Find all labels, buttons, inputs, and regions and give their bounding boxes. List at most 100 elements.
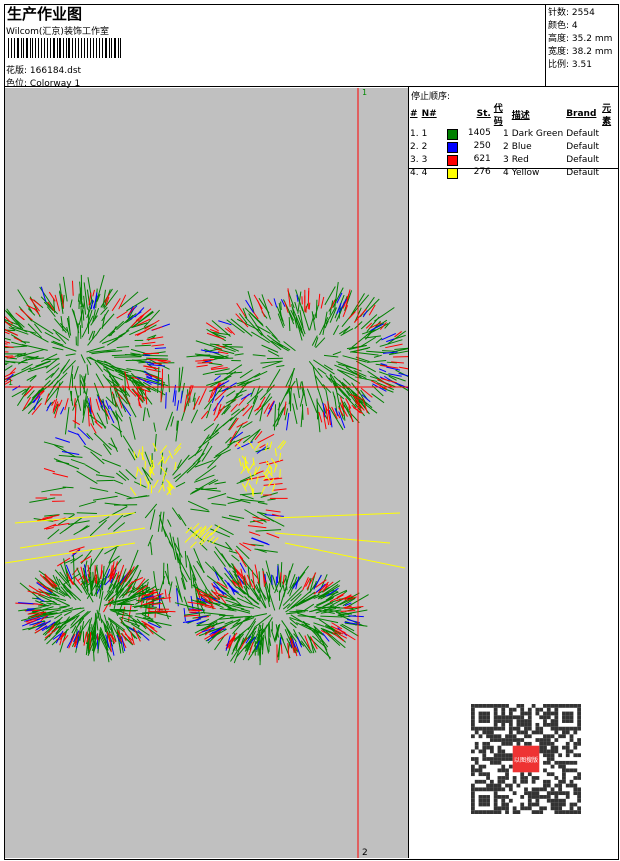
stitch xyxy=(98,635,113,661)
barcode-bar xyxy=(87,38,88,58)
stitch xyxy=(102,400,106,409)
stitch xyxy=(313,359,335,375)
brand: Default xyxy=(566,167,600,178)
stitch xyxy=(103,590,111,600)
stitch xyxy=(207,540,232,550)
stitch-count: 621 xyxy=(473,153,491,164)
stitch xyxy=(247,395,259,419)
element xyxy=(602,153,620,166)
stitch xyxy=(74,632,81,648)
stitch xyxy=(288,311,295,325)
stitch xyxy=(257,501,268,505)
stitch xyxy=(116,390,127,413)
barcode-bar xyxy=(20,38,22,58)
stitch xyxy=(240,392,253,400)
stitch xyxy=(146,596,158,602)
stitch-cell: 621 xyxy=(446,153,494,166)
stitch xyxy=(261,294,271,320)
stitch xyxy=(299,310,304,329)
stitch xyxy=(143,309,160,328)
stitch xyxy=(38,588,51,597)
stitch xyxy=(55,576,61,586)
stitch xyxy=(126,386,137,397)
table-row[interactable]: 3. 3 621 3 Red Default xyxy=(410,153,620,166)
stitch xyxy=(80,555,92,564)
stitch xyxy=(153,422,157,432)
stitch xyxy=(211,628,227,634)
stitch xyxy=(308,361,323,379)
stitch xyxy=(234,549,244,560)
stitch xyxy=(317,581,329,594)
stitch xyxy=(154,347,166,349)
stitch xyxy=(173,443,182,452)
stitch xyxy=(348,406,354,423)
stitch xyxy=(208,615,226,626)
stitch xyxy=(125,468,137,480)
stitch xyxy=(116,310,128,319)
stitch xyxy=(323,354,339,358)
stitch xyxy=(265,460,273,470)
table-row[interactable]: 2. 2 250 2 Blue Default xyxy=(410,140,620,153)
stitch xyxy=(59,633,66,641)
stitch xyxy=(200,410,209,420)
stitch xyxy=(285,368,296,388)
table-row[interactable]: 1. 1 1405 1 Dark Green Default xyxy=(410,127,620,140)
stitch xyxy=(59,571,69,583)
stitch xyxy=(44,627,58,639)
stitch xyxy=(78,302,85,326)
page-frame xyxy=(4,4,619,860)
stitch xyxy=(130,584,147,594)
company-name: Wilcom(汇京)装饰工作室 xyxy=(6,27,109,37)
stitch xyxy=(190,541,197,549)
stitch xyxy=(196,364,208,368)
stitch xyxy=(65,353,76,356)
stitch xyxy=(192,452,205,465)
stitch xyxy=(108,330,116,337)
stitch xyxy=(198,615,207,619)
stitch xyxy=(205,532,213,539)
stitch xyxy=(62,276,68,302)
stitch xyxy=(239,492,263,496)
table-row[interactable]: 4. 4 276 4 Yellow Default xyxy=(410,166,620,179)
stat-value: 3.51 xyxy=(571,60,592,70)
stitch xyxy=(183,611,204,616)
stitch xyxy=(279,452,282,461)
color-swatch xyxy=(446,128,458,140)
stitch xyxy=(170,416,175,427)
stitch xyxy=(131,376,147,382)
stitch xyxy=(4,345,14,348)
stitch xyxy=(319,316,329,336)
stitch xyxy=(4,377,12,383)
stitch xyxy=(362,310,368,318)
stitch xyxy=(211,367,228,371)
stitch xyxy=(256,627,264,636)
stitch xyxy=(293,393,298,410)
design-canvas[interactable] xyxy=(0,88,418,858)
stitch xyxy=(248,313,265,337)
stitch xyxy=(36,611,63,618)
stitch xyxy=(90,451,105,465)
stitch xyxy=(260,360,283,364)
stitch xyxy=(136,386,151,393)
stitch xyxy=(82,396,88,423)
stitch xyxy=(0,342,8,345)
stitch xyxy=(84,464,101,474)
stitch xyxy=(107,558,122,579)
stitch xyxy=(204,599,214,606)
barcode-bar xyxy=(68,38,70,58)
stitch xyxy=(205,525,213,532)
barcode-bar xyxy=(117,38,119,58)
stitch xyxy=(52,574,61,591)
stitch xyxy=(72,419,81,426)
stitch xyxy=(274,448,277,457)
color-code: 3 xyxy=(502,154,509,165)
stitch xyxy=(73,398,76,407)
stitch xyxy=(300,409,304,428)
stitch xyxy=(113,522,126,532)
stitch xyxy=(332,287,344,309)
stitch xyxy=(22,356,35,359)
stitch xyxy=(380,363,388,366)
stitch xyxy=(70,458,86,465)
stitch xyxy=(298,631,313,654)
stitch xyxy=(272,339,291,351)
